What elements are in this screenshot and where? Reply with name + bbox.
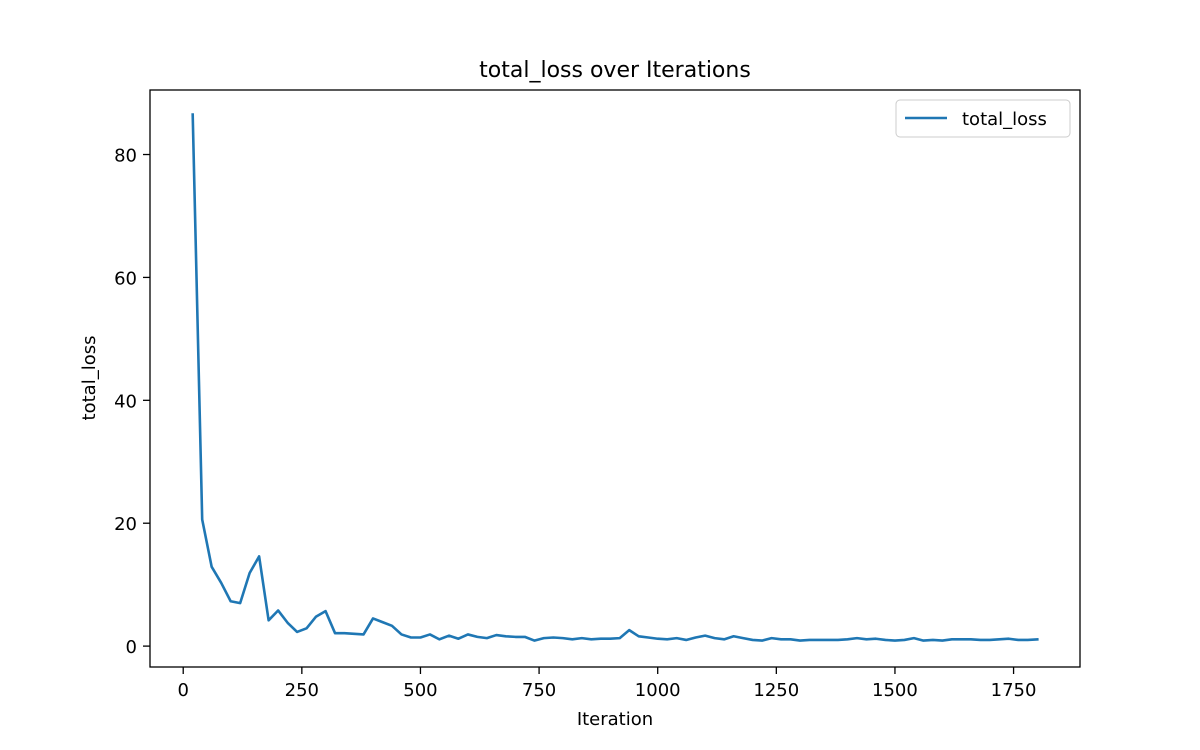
y-tick-label: 0 bbox=[126, 637, 137, 658]
legend-box bbox=[895, 99, 1071, 138]
x-tick-label: 0 bbox=[177, 680, 188, 701]
chart-title: total_loss over Iterations bbox=[479, 58, 751, 83]
legend-label-total-loss: total_loss bbox=[962, 109, 1047, 130]
axis-ticks: 0 250 500 750 1000 1250 1500 1750 0 20 40 60 80 bbox=[114, 146, 1036, 701]
series-line-total-loss bbox=[191, 113, 1039, 642]
y-tick-label: 80 bbox=[114, 146, 137, 167]
axes-frame bbox=[149, 89, 1081, 668]
legend: total_loss bbox=[895, 99, 1071, 138]
y-tick-label: 20 bbox=[114, 514, 137, 535]
x-tick-label: 1500 bbox=[872, 680, 918, 701]
y-axis-label: total_loss bbox=[79, 336, 100, 421]
x-tick-label: 1250 bbox=[753, 680, 799, 701]
x-axis-label: Iteration bbox=[577, 709, 653, 730]
x-tick-label: 250 bbox=[285, 680, 319, 701]
x-tick-label: 1000 bbox=[635, 680, 681, 701]
x-tick-label: 1750 bbox=[991, 680, 1037, 701]
plot-area bbox=[191, 113, 1039, 642]
x-tick-label: 500 bbox=[403, 680, 437, 701]
x-tick-label: 750 bbox=[522, 680, 556, 701]
y-tick-label: 40 bbox=[114, 391, 137, 412]
y-tick-label: 60 bbox=[114, 268, 137, 289]
